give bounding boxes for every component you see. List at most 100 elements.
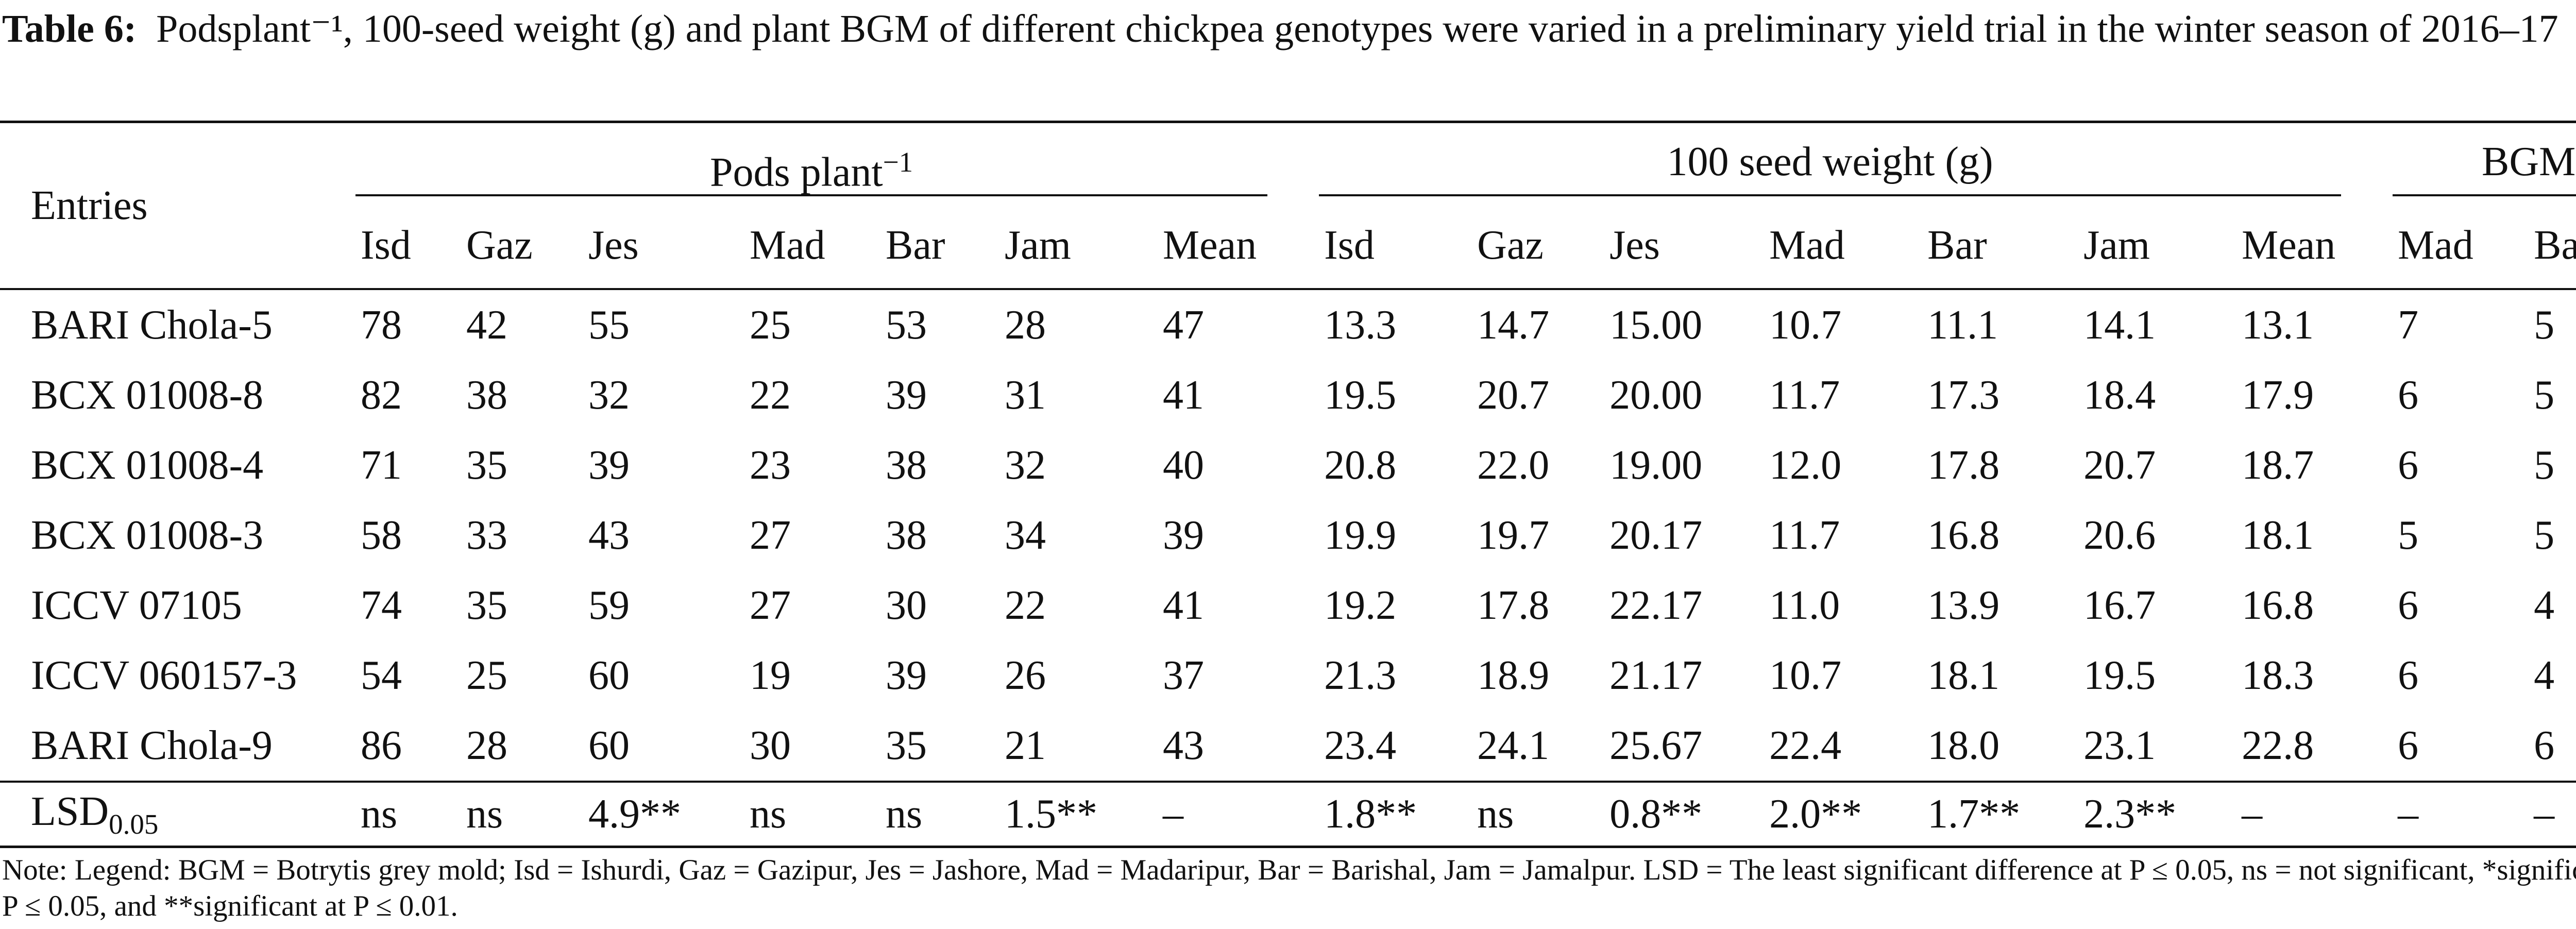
value-cell: 22 xyxy=(750,372,791,418)
value-cell: 6 xyxy=(2398,372,2419,418)
value-cell: 6 xyxy=(2398,582,2419,628)
column-header: Mad xyxy=(750,223,825,268)
value-cell: 27 xyxy=(750,512,791,558)
value-cell: 30 xyxy=(750,722,791,768)
value-cell: – xyxy=(2398,791,2419,837)
column-header: Isd xyxy=(361,223,411,268)
value-cell: 6 xyxy=(2398,442,2419,488)
header-row: Entries Pods plant−1 100 seed weight (g) BG… xyxy=(0,122,2576,228)
value-cell: 20.8 xyxy=(1324,442,1397,488)
value-cell: 21.17 xyxy=(1609,652,1703,698)
value-cell: 6 xyxy=(2398,652,2419,698)
value-cell: 5 xyxy=(2534,302,2555,348)
value-cell: 19.9 xyxy=(1324,512,1397,558)
value-cell: 19.5 xyxy=(1324,372,1397,418)
group-label: BGM xyxy=(2393,130,2576,196)
table-row: BARI Chola-9 86 28 60 30 35 21 43 23.4 24.1 25.67 2… xyxy=(0,711,2576,782)
value-cell: 18.1 xyxy=(2242,512,2314,558)
value-cell: ns xyxy=(750,791,787,837)
value-cell: 30 xyxy=(886,582,927,628)
value-cell: 19 xyxy=(750,652,791,698)
value-cell: 20.00 xyxy=(1609,372,1703,418)
table-row: ICCV 060157-3 54 25 60 19 39 26 37 21.3 18.9 21.17… xyxy=(0,640,2576,711)
value-cell: 74 xyxy=(361,582,402,628)
group-header: Pods plant−1 xyxy=(355,122,1319,204)
value-cell: 11.7 xyxy=(1769,512,1840,558)
value-cell: 34 xyxy=(1005,512,1046,558)
value-cell: 1.5** xyxy=(1005,791,1097,837)
entry-cell: LSD0.05 xyxy=(0,782,355,847)
value-cell: 7 xyxy=(2398,302,2419,348)
value-cell: 39 xyxy=(1163,512,1204,558)
table-row: BCX 01008-3 58 33 43 27 38 34 39 19.9 19.7 20.17 11… xyxy=(0,500,2576,570)
value-cell: 5 xyxy=(2534,372,2555,418)
value-cell: 18.0 xyxy=(1927,722,2000,768)
value-cell: 10.7 xyxy=(1769,302,1842,348)
value-cell: 35 xyxy=(886,722,927,768)
entry-cell: BARI Chola-9 xyxy=(31,722,273,768)
entry-cell: BCX 01008-8 xyxy=(31,372,264,418)
value-cell: 82 xyxy=(361,372,402,418)
value-cell: – xyxy=(1163,791,1183,837)
value-cell: 60 xyxy=(588,722,630,768)
value-cell: 40 xyxy=(1163,442,1204,488)
value-cell: 55 xyxy=(588,302,630,348)
value-cell: 47 xyxy=(1163,302,1204,348)
lsd-sub: 0.05 xyxy=(109,808,159,840)
value-cell: 13.9 xyxy=(1927,582,2000,628)
value-cell: 59 xyxy=(588,582,630,628)
value-cell: 15.00 xyxy=(1609,302,1703,348)
lsd-row: LSD0.05 ns ns 4.9** ns ns 1.5** –1.8** ns 0.8** 2.… xyxy=(0,782,2576,847)
value-cell: 19.7 xyxy=(1477,512,1550,558)
entries-header: Entries xyxy=(31,182,148,228)
value-cell: 31 xyxy=(1005,372,1046,418)
group-text: Pods plant xyxy=(709,149,883,195)
value-cell: 13.1 xyxy=(2242,302,2314,348)
value-cell: 17.8 xyxy=(1477,582,1550,628)
value-cell: 19.00 xyxy=(1609,442,1703,488)
value-cell: 35 xyxy=(466,442,507,488)
caption-text: Podsplant⁻¹, 100-seed weight (g) and pla… xyxy=(156,7,2558,50)
value-cell: ns xyxy=(361,791,398,837)
value-cell: 2.0** xyxy=(1769,791,1862,837)
value-cell: 23.4 xyxy=(1324,722,1397,768)
value-cell: 53 xyxy=(886,302,927,348)
value-cell: 38 xyxy=(886,442,927,488)
value-cell: 32 xyxy=(1005,442,1046,488)
group-text: 100 seed weight (g) xyxy=(1667,139,1993,184)
value-cell: 38 xyxy=(466,372,507,418)
value-cell: 39 xyxy=(588,442,630,488)
column-header: Jam xyxy=(1005,223,1071,268)
value-cell: 11.7 xyxy=(1769,372,1840,418)
value-cell: 41 xyxy=(1163,372,1204,418)
value-cell: – xyxy=(2242,791,2263,837)
value-cell: – xyxy=(2534,791,2555,837)
value-cell: 58 xyxy=(361,512,402,558)
column-header: Jam xyxy=(2083,223,2150,268)
value-cell: 25 xyxy=(466,652,507,698)
column-header: Gaz xyxy=(466,223,533,268)
value-cell: 26 xyxy=(1005,652,1046,698)
value-cell: 18.1 xyxy=(1927,652,2000,698)
column-header: Mad xyxy=(2398,223,2473,268)
column-header: Bar xyxy=(2534,223,2576,268)
value-cell: 23 xyxy=(750,442,791,488)
caption: Table 6: Podsplant⁻¹, 100-seed weight (g… xyxy=(0,0,2576,121)
value-cell: 54 xyxy=(361,652,402,698)
value-cell: 5 xyxy=(2398,512,2419,558)
value-cell: 12.0 xyxy=(1769,442,1842,488)
column-header: Bar xyxy=(1927,223,1987,268)
value-cell: 1.7** xyxy=(1927,791,2021,837)
value-cell: 25 xyxy=(750,302,791,348)
data-table: Entries Pods plant−1 100 seed weight (g) BG… xyxy=(0,121,2576,848)
value-cell: 4.9** xyxy=(588,791,681,837)
value-cell: 10.7 xyxy=(1769,652,1842,698)
table-row: BCX 01008-4 71 35 39 23 38 32 40 20.8 22.0 19.00 12… xyxy=(0,430,2576,500)
value-cell: 5 xyxy=(2534,512,2555,558)
column-header: Gaz xyxy=(1477,223,1544,268)
value-cell: 20.6 xyxy=(2083,512,2156,558)
group-header: BGM xyxy=(2393,122,2576,204)
entry-cell: BCX 01008-4 xyxy=(31,442,264,488)
column-header: Jes xyxy=(588,223,639,268)
